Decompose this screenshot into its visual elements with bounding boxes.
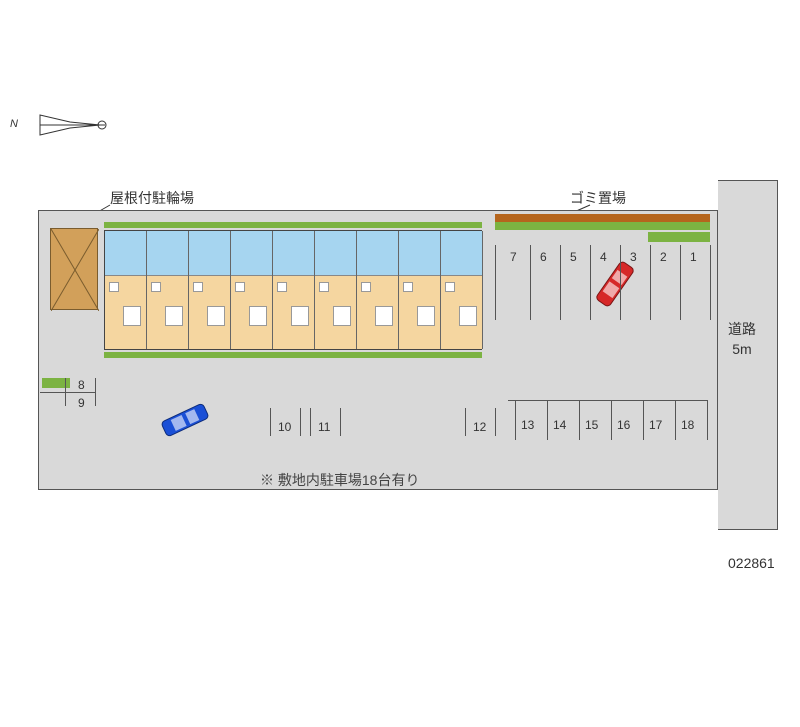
park-num-7: 7 bbox=[510, 250, 517, 264]
park-divider bbox=[707, 400, 708, 440]
park-divider bbox=[530, 245, 531, 320]
park-num-16: 16 bbox=[617, 418, 630, 432]
park-num-8: 8 bbox=[78, 378, 85, 392]
park-num-4: 4 bbox=[600, 250, 607, 264]
park-divider bbox=[300, 408, 301, 436]
compass-icon bbox=[30, 100, 110, 150]
bike-shed bbox=[50, 228, 98, 310]
apartment-unit bbox=[105, 231, 147, 349]
park-num-3: 3 bbox=[630, 250, 637, 264]
park-num-12: 12 bbox=[473, 420, 486, 434]
park-num-5: 5 bbox=[570, 250, 577, 264]
apartment-unit bbox=[315, 231, 357, 349]
park-num-9: 9 bbox=[78, 396, 85, 410]
park-divider bbox=[620, 245, 621, 320]
bike-shed-label: 屋根付駐輪場 bbox=[110, 188, 194, 208]
apartment-unit bbox=[147, 231, 189, 349]
park-divider bbox=[590, 245, 591, 320]
park-num-1: 1 bbox=[690, 250, 697, 264]
park-divider bbox=[65, 378, 66, 406]
apartment-unit bbox=[441, 231, 483, 349]
park-num-10: 10 bbox=[278, 420, 291, 434]
apartment-unit bbox=[273, 231, 315, 349]
apartment-unit bbox=[399, 231, 441, 349]
green-strip bbox=[495, 222, 710, 230]
brick-strip bbox=[495, 214, 710, 222]
park-divider bbox=[643, 400, 644, 440]
road-text-2: 5m bbox=[732, 341, 751, 357]
park-divider bbox=[465, 408, 466, 436]
compass-n-label: N bbox=[10, 118, 18, 130]
diagram-id: 022861 bbox=[728, 555, 775, 571]
road-label: 道路 5m bbox=[728, 320, 756, 359]
park-divider bbox=[675, 400, 676, 440]
apartment-unit bbox=[189, 231, 231, 349]
park-divider bbox=[508, 400, 708, 401]
park-divider bbox=[515, 400, 516, 440]
park-divider bbox=[95, 378, 96, 406]
green-strip bbox=[104, 352, 482, 358]
park-divider bbox=[579, 400, 580, 440]
green-strip bbox=[648, 232, 710, 242]
park-divider bbox=[270, 408, 271, 436]
apartment-building bbox=[104, 230, 482, 350]
park-divider bbox=[560, 245, 561, 320]
park-divider bbox=[40, 392, 96, 393]
green-strip bbox=[104, 222, 482, 228]
park-num-14: 14 bbox=[553, 418, 566, 432]
site-plan-canvas: N 屋根付駐輪場 ゴミ置場 道路 5m 8 9 10 11 12 bbox=[0, 0, 800, 727]
park-divider bbox=[680, 245, 681, 320]
park-num-18: 18 bbox=[681, 418, 694, 432]
road-text-1: 道路 bbox=[728, 321, 756, 337]
park-num-11: 11 bbox=[318, 420, 330, 434]
park-num-2: 2 bbox=[660, 250, 667, 264]
park-divider bbox=[650, 245, 651, 320]
park-divider bbox=[340, 408, 341, 436]
park-divider bbox=[495, 245, 496, 320]
apartment-unit bbox=[357, 231, 399, 349]
park-num-13: 13 bbox=[521, 418, 534, 432]
park-divider bbox=[495, 408, 496, 436]
park-num-15: 15 bbox=[585, 418, 598, 432]
apartment-unit bbox=[231, 231, 273, 349]
parking-note: ※ 敷地内駐車場18台有り bbox=[260, 470, 419, 490]
park-divider bbox=[710, 245, 711, 320]
park-num-6: 6 bbox=[540, 250, 547, 264]
park-divider bbox=[310, 408, 311, 436]
park-divider bbox=[611, 400, 612, 440]
park-num-17: 17 bbox=[649, 418, 662, 432]
park-divider bbox=[547, 400, 548, 440]
